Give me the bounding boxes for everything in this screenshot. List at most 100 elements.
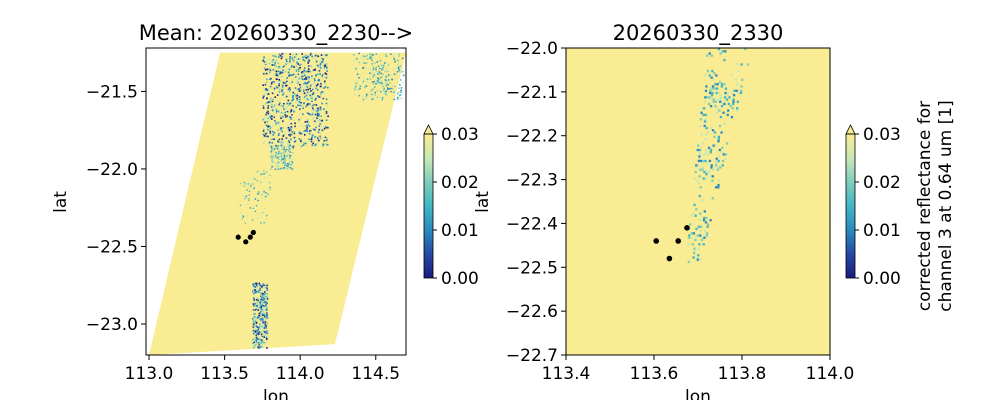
reflectance-cell [262, 310, 265, 313]
reflectance-cell [731, 107, 734, 110]
x-tick-label: 114.0 [276, 364, 325, 384]
reflectance-cell [398, 87, 400, 89]
reflectance-cell [310, 90, 312, 92]
reflectance-cell [299, 64, 301, 67]
reflectance-cell [734, 78, 737, 81]
reflectance-cell [255, 291, 257, 293]
reflectance-cell [316, 136, 319, 139]
reflectance-cell [703, 124, 706, 128]
reflectance-cell [266, 302, 268, 305]
x-tick-label: 113.5 [200, 364, 249, 384]
reflectance-cell [255, 325, 257, 327]
reflectance-cell [319, 79, 322, 82]
reflectance-cell [263, 134, 266, 137]
reflectance-cell [737, 91, 740, 95]
reflectance-cell [317, 79, 320, 82]
reflectance-cell [262, 343, 264, 346]
reflectance-cell [321, 86, 323, 89]
reflectance-cell [316, 108, 319, 110]
reflectance-cell [306, 128, 308, 131]
reflectance-cell [325, 142, 327, 145]
reflectance-cell [271, 165, 273, 168]
reflectance-cell [398, 96, 400, 98]
reflectance-cell [705, 216, 708, 220]
reflectance-cell [273, 150, 275, 152]
station-point [243, 239, 249, 245]
reflectance-cell [305, 88, 308, 91]
reflectance-cell [263, 72, 266, 75]
reflectance-cell [291, 74, 294, 76]
reflectance-cell [260, 344, 263, 346]
reflectance-cell [709, 126, 713, 130]
reflectance-cell [296, 99, 298, 101]
reflectance-cell [394, 78, 397, 80]
reflectance-cell [280, 105, 283, 108]
reflectance-cell [744, 48, 747, 51]
x-tick-label: 113.6 [630, 364, 679, 384]
reflectance-cell [265, 317, 267, 320]
reflectance-cell [288, 87, 291, 89]
reflectance-cell [278, 149, 281, 151]
reflectance-cell [318, 111, 321, 113]
reflectance-cell [284, 160, 286, 163]
reflectance-cell [257, 199, 259, 202]
reflectance-cell [288, 128, 291, 131]
reflectance-cell [271, 61, 274, 63]
reflectance-cell [264, 331, 267, 334]
reflectance-cell [247, 198, 249, 201]
reflectance-cell [270, 98, 273, 101]
reflectance-cell [292, 73, 295, 76]
reflectance-cell [261, 313, 264, 316]
reflectance-cell [398, 53, 400, 56]
reflectance-cell [270, 82, 273, 85]
reflectance-cell [269, 129, 271, 132]
reflectance-cell [371, 93, 373, 96]
reflectance-cell [319, 62, 322, 65]
reflectance-cell [255, 308, 258, 311]
reflectance-cell [319, 64, 322, 67]
reflectance-cell [321, 102, 323, 105]
reflectance-cell [711, 87, 714, 90]
reflectance-cell [308, 76, 310, 79]
reflectance-cell [278, 132, 280, 135]
reflectance-cell [393, 57, 395, 59]
reflectance-cell [270, 100, 272, 103]
reflectance-cell [283, 131, 286, 133]
reflectance-cell [309, 85, 312, 88]
reflectance-cell [302, 113, 304, 116]
reflectance-cell [293, 92, 295, 95]
reflectance-cell [288, 162, 290, 164]
reflectance-cell [275, 72, 278, 75]
reflectance-cell [699, 212, 702, 215]
reflectance-cell [375, 82, 377, 85]
reflectance-cell [252, 183, 254, 185]
reflectance-cell [285, 107, 287, 110]
reflectance-cell [260, 173, 263, 176]
reflectance-cell [253, 341, 256, 344]
reflectance-cell [703, 120, 707, 123]
reflectance-cell [709, 91, 712, 95]
reflectance-cell [378, 55, 380, 58]
reflectance-cell [291, 163, 293, 165]
reflectance-cell [278, 150, 280, 153]
reflectance-cell [252, 309, 255, 311]
reflectance-cell [726, 91, 729, 95]
reflectance-cell [698, 258, 702, 261]
reflectance-cell [263, 314, 265, 317]
reflectance-cell [287, 157, 289, 159]
reflectance-cell [276, 111, 279, 114]
reflectance-cell [288, 129, 291, 132]
reflectance-cell [280, 111, 283, 114]
reflectance-cell [720, 105, 724, 108]
reflectance-cell [258, 344, 260, 346]
reflectance-cell [258, 342, 260, 344]
reflectance-cell [314, 79, 316, 82]
reflectance-cell [298, 132, 301, 135]
reflectance-cell [698, 194, 701, 198]
reflectance-cell [264, 104, 267, 106]
reflectance-cell [696, 258, 699, 261]
reflectance-cell [309, 98, 312, 100]
reflectance-cell [704, 118, 707, 121]
reflectance-cell [720, 151, 723, 154]
reflectance-cell [274, 55, 277, 58]
